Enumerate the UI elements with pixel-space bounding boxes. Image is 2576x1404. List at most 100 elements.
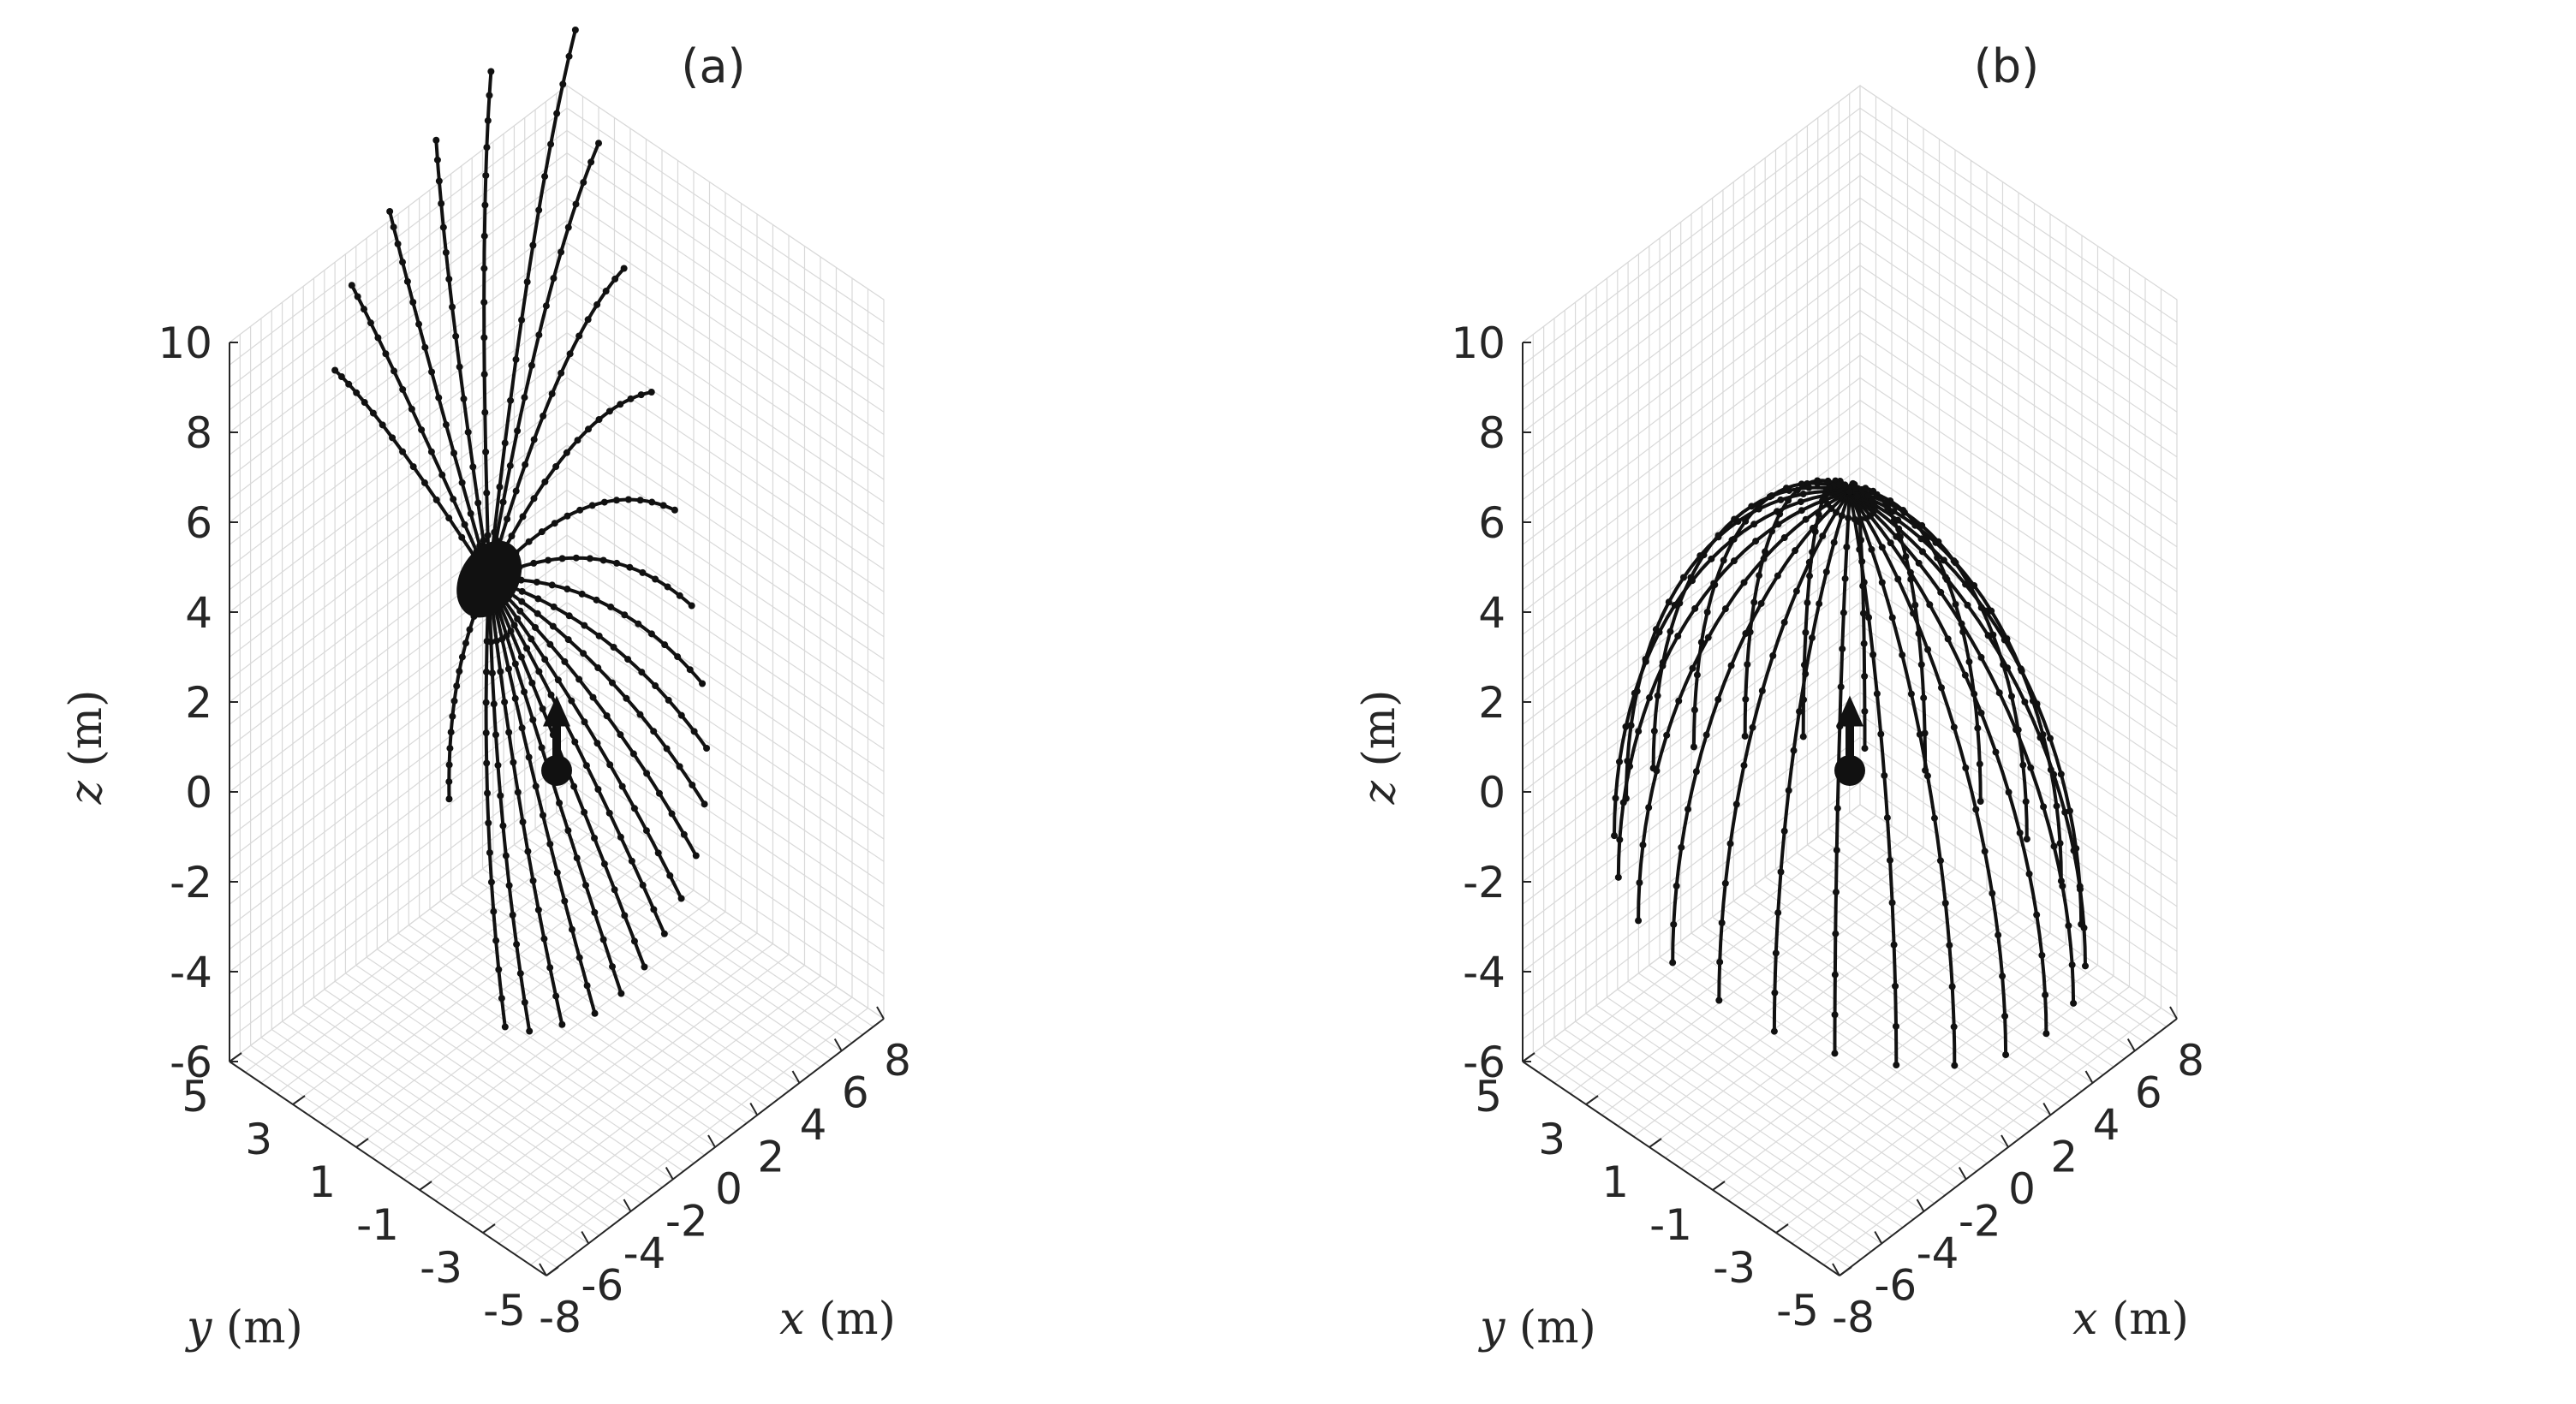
x-tick (623, 1199, 632, 1212)
trajectory-line-dot (530, 495, 538, 503)
trajectory-line-dot (692, 852, 700, 860)
dipole-arrow-head (543, 695, 570, 727)
trajectory-line-dot (484, 116, 492, 124)
y-tick-label: 5 (1475, 1072, 1502, 1121)
convergence-blob (456, 540, 522, 618)
trajectory-line-dot (576, 506, 584, 514)
trajectory-line (1848, 491, 1899, 1066)
trajectory-line-dot (382, 350, 390, 358)
trajectory-line-dot (654, 849, 662, 857)
trajectory-line-dot (481, 408, 489, 416)
trajectory-line-dot (1832, 889, 1840, 896)
trajectory-line-dot (415, 320, 423, 328)
trajectory-line-dot (564, 223, 572, 231)
trajectory-line-dot (546, 840, 554, 848)
trajectory-line-dot (516, 970, 524, 978)
trajectory-line-dot (1892, 1022, 1899, 1030)
trajectory-line-dot (1946, 942, 1953, 949)
trajectory-line-dot (499, 498, 507, 506)
y-tick-label: 1 (308, 1157, 336, 1207)
trajectory-line (487, 29, 577, 580)
trajectory-line-dot (1865, 614, 1873, 622)
trajectory-line-dot (676, 763, 683, 770)
x-tick-label: -6 (581, 1261, 623, 1311)
trajectory-line-dot (1977, 604, 1985, 611)
trajectory-line-dot (587, 158, 595, 166)
trajectory-line-dot (548, 390, 556, 398)
trajectory-line-dot (433, 156, 441, 164)
grid-line (1696, 922, 2035, 1180)
trajectory-line-dot (1830, 538, 1838, 546)
trajectory-line-dot (563, 449, 570, 456)
trajectory-line-dot (1805, 558, 1813, 566)
trajectory-line (1772, 491, 1852, 1032)
trajectory-line-dot (1911, 521, 1919, 529)
trajectory-line-dot (449, 303, 456, 311)
grid-line (1633, 879, 1971, 1137)
trajectory-line-dot (699, 680, 707, 687)
y-tick-label: -3 (1713, 1243, 1756, 1293)
trajectory-line-dot (2016, 829, 2024, 836)
trajectory-line-dot (1742, 517, 1750, 525)
trajectory-line-dot (639, 568, 647, 576)
trajectory-line-dot (361, 399, 368, 407)
trajectory-line-dot (1749, 723, 1756, 731)
panel-title: (b) (1974, 39, 2039, 93)
trajectory-line-dot (621, 611, 629, 619)
trajectory-line-dot (541, 478, 549, 485)
trajectory-line-dot (1785, 497, 1792, 504)
grid-line (372, 901, 710, 1158)
grid-line (340, 879, 678, 1137)
trajectory-line-dot (1936, 857, 1944, 865)
trajectory-line-dot (564, 586, 571, 593)
trajectory-line-dot (1728, 536, 1736, 544)
grid-line (482, 975, 821, 1234)
trajectory-line (388, 211, 492, 580)
trajectory-line-dot (1631, 689, 1638, 697)
trajectory-line-dot (1834, 805, 1841, 812)
trajectory-line-dot (1730, 557, 1738, 565)
trajectory-line-dot (1831, 971, 1839, 979)
trajectory-line-dot (528, 679, 536, 687)
trajectory-line-dot (677, 895, 685, 902)
trajectory-line-dot (626, 563, 634, 571)
trajectory-line-dot (530, 436, 538, 443)
trajectory-line-dot (1907, 575, 1915, 583)
trajectory-line-dot (379, 421, 386, 429)
trajectory-line-dot (610, 644, 617, 651)
trajectory-line-dot (1804, 599, 1811, 607)
axis-lines (229, 342, 885, 1276)
grid-line (355, 889, 695, 1148)
trajectory-line-dot (2070, 999, 2078, 1007)
trajectory-line (1671, 490, 1852, 963)
trajectory-line-dot (568, 925, 575, 933)
trajectory-line-dot (1774, 521, 1782, 528)
trajectory-line-dot (1832, 930, 1840, 937)
trajectory-line-dot (2053, 802, 2060, 810)
trajectory-line-dot (1965, 579, 1972, 586)
trajectory-line-dot (1614, 873, 1622, 881)
trajectory-line-dot (1702, 731, 1710, 739)
grid-line (324, 868, 663, 1127)
trajectory-line-dot (394, 240, 402, 247)
trajectory-line-dot (519, 513, 527, 521)
x-tick-label: -2 (665, 1197, 708, 1246)
trajectory-line (1848, 491, 1957, 1066)
trajectory-line-dot (575, 954, 583, 961)
trajectory-line-dot (438, 199, 445, 207)
y-tick-label: 1 (1601, 1157, 1629, 1207)
trajectory-line-dot (1692, 768, 1700, 776)
trajectory-line-dot (609, 963, 617, 971)
x-axis-title: x (m) (779, 1294, 896, 1345)
trajectory-line-dot (635, 620, 642, 628)
trajectory-line (487, 579, 597, 1014)
trajectory-line-dot (1923, 535, 1930, 543)
trajectory-line-dot (526, 1027, 534, 1035)
trajectory-line-dot (1916, 730, 1923, 738)
z-tick-label: 10 (1451, 318, 1506, 368)
grid-line (450, 954, 790, 1212)
trajectory-line-dot (502, 852, 510, 860)
trajectory-line-dot (1760, 555, 1768, 562)
trajectory-line-dot (1915, 559, 1923, 567)
grid-line (419, 932, 758, 1191)
